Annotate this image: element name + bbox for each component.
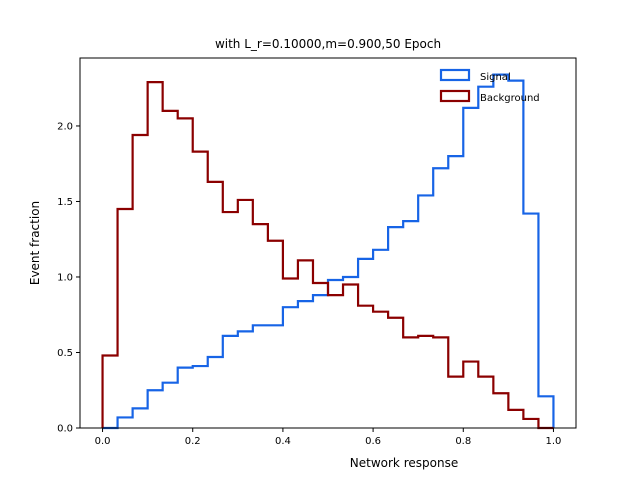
y-tick-label: 1.0 [57, 272, 73, 283]
x-axis-ticks: 0.0 0.2 0.4 0.6 0.8 1.0 [95, 428, 562, 447]
y-tick-label: 0.5 [57, 348, 73, 359]
y-tick-label: 2.0 [57, 121, 73, 132]
series-signal-step [102, 73, 555, 430]
chart-title: with L_r=0.10000,m=0.900,50 Epoch [215, 37, 441, 51]
x-tick-label: 1.0 [546, 436, 562, 447]
series-background-step [101, 81, 554, 430]
legend-label-background: Background [480, 93, 540, 104]
legend-swatch-background [439, 89, 471, 103]
y-axis-label: Event fraction [28, 201, 42, 285]
y-tick-label: 0.0 [57, 424, 73, 435]
series-layer [101, 73, 555, 430]
y-tick-label: 1.5 [57, 197, 73, 208]
legend-swatch-signal [439, 68, 471, 82]
legend: Signal Background [439, 68, 540, 104]
x-tick-label: 0.4 [275, 436, 291, 447]
plot-frame [79, 57, 577, 429]
x-tick-label: 0.2 [185, 436, 201, 447]
x-axis-label: Network response [350, 456, 458, 470]
y-axis-ticks: 0.0 0.5 1.0 1.5 2.0 [57, 121, 80, 435]
x-tick-label: 0.6 [365, 436, 381, 447]
legend-label-signal: Signal [480, 72, 511, 83]
x-tick-label: 0.8 [455, 436, 471, 447]
x-tick-label: 0.0 [95, 436, 111, 447]
